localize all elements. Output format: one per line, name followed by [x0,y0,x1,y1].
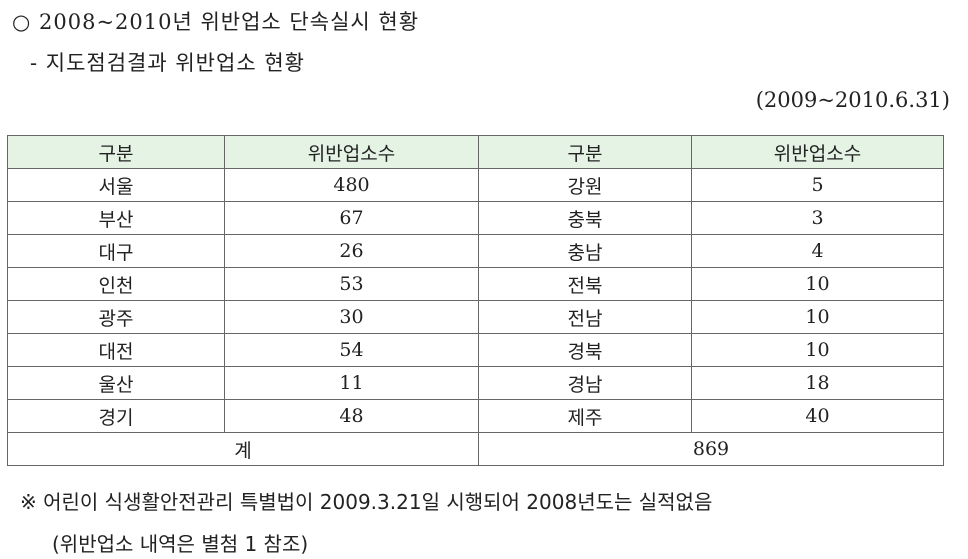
cell: 3 [691,201,944,235]
cell: 광주 [7,300,225,334]
cell: 4 [691,234,944,268]
row: 광주 30 전남 10 [7,300,944,334]
cell: 충남 [478,234,692,268]
total-row: 계 869 [7,432,944,466]
cell: 40 [691,399,944,433]
note: ※ 어린이 식생활안전관리 특별법이 2009.3.21일 시행되어 2008년… [20,490,713,514]
cell: 전북 [478,267,692,301]
period: (2009~2010.6.31) [755,88,950,112]
cell: 제주 [478,399,692,433]
row: 서울 480 강원 5 [7,168,944,202]
cell: 강원 [478,168,692,202]
header-cell: 위반업소수 [691,135,944,169]
cell: 경기 [7,399,225,433]
cell: 부산 [7,201,225,235]
row: 대구 26 충남 4 [7,234,944,268]
note: (위반업소 내역은 별첨 1 참조) [52,532,309,556]
cell: 48 [224,399,479,433]
cell: 67 [224,201,479,235]
cell: 충북 [478,201,692,235]
cell: 53 [224,267,479,301]
row: 울산 11 경남 18 [7,366,944,400]
cell: 울산 [7,366,225,400]
cell: 서울 [7,168,225,202]
total-value: 869 [478,432,944,466]
cell: 경북 [478,333,692,367]
total-label: 계 [7,432,479,466]
cell: 5 [691,168,944,202]
cell: 11 [224,366,479,400]
header-cell: 위반업소수 [224,135,479,169]
cell: 인천 [7,267,225,301]
cell: 10 [691,300,944,334]
cell: 경남 [478,366,692,400]
cell: 26 [224,234,479,268]
cell: 480 [224,168,479,202]
table: 구분 위반업소수 구분 위반업소수 서울 480 강원 5 부산 67 충북 3 대구 26 충남 4 인천 53… [7,135,944,466]
header-row: 구분 위반업소수 구분 위반업소수 [7,135,944,169]
header-cell: 구분 [478,135,692,169]
row: 부산 67 충북 3 [7,201,944,235]
cell: 10 [691,333,944,367]
cell: 대전 [7,333,225,367]
cell: 18 [691,366,944,400]
header-cell: 구분 [7,135,225,169]
subtitle: - 지도점검결과 위반업소 현황 [30,51,305,75]
cell: 전남 [478,300,692,334]
row: 경기 48 제주 40 [7,399,944,433]
cell: 54 [224,333,479,367]
title: ○ 2008~2010년 위반업소 단속실시 현황 [12,10,420,34]
row: 인천 53 전북 10 [7,267,944,301]
cell: 10 [691,267,944,301]
row: 대전 54 경북 10 [7,333,944,367]
cell: 대구 [7,234,225,268]
cell: 30 [224,300,479,334]
